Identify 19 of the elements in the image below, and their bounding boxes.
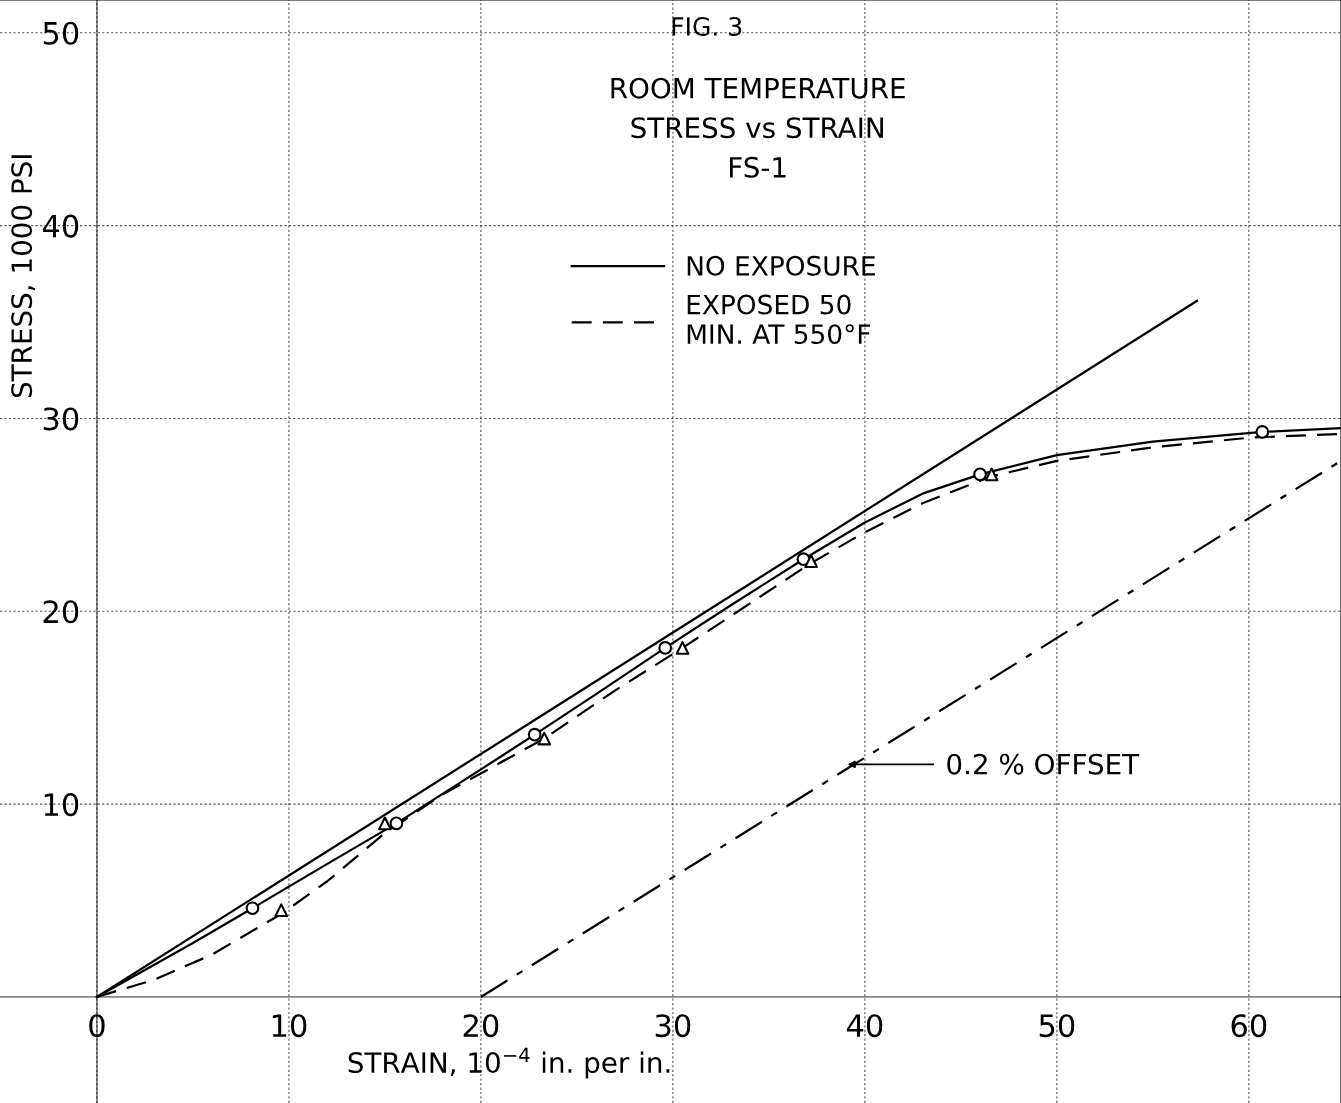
y-tick-label: 40 — [42, 214, 79, 238]
y-tick-label: 20 — [43, 600, 79, 624]
y-axis-title: STRESS, 1000 PSI — [11, 155, 35, 398]
y-tick-label: 30 — [43, 407, 79, 431]
x-tick-label: 40 — [846, 1014, 883, 1038]
x-axis-title: STRAIN, 10$^{−4}$ in. per in. — [348, 1047, 670, 1079]
x-tick-label: 50 — [1039, 1014, 1075, 1038]
y-tick-label: 50 — [43, 21, 79, 45]
x-tick-label: 20 — [463, 1014, 499, 1038]
legend-label: NO EXPOSURE — [687, 255, 875, 276]
y-tick-label: 10 — [44, 793, 79, 817]
text: ROOM TEMPERATURE STRESS vs STRAIN FS-1 — [611, 77, 905, 178]
annotation: 0.2 % OFFSET — [947, 753, 1140, 775]
x-tick-label: 30 — [655, 1014, 691, 1038]
x-tick-label: 0 — [89, 1014, 105, 1038]
text: FIG. 3 — [672, 16, 742, 36]
x-tick-label: 60 — [1231, 1014, 1267, 1038]
x-tick-label: 10 — [272, 1014, 307, 1038]
legend-label: EXPOSED 50 MIN. AT 550°F — [687, 294, 870, 345]
